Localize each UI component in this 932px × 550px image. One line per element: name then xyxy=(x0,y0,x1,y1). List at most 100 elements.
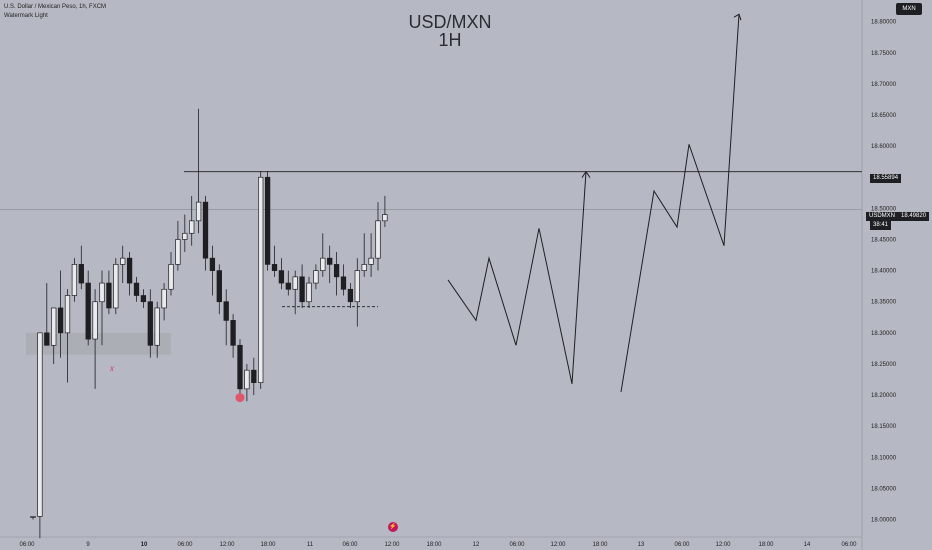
candle-bearish xyxy=(147,301,153,346)
x-tick-label: 12:00 xyxy=(715,542,731,548)
last-price-tag: 18.49820 xyxy=(898,212,930,221)
candle-bullish xyxy=(195,201,202,222)
x-tick-label: 14 xyxy=(804,542,811,548)
y-tick-label: 18.40000 xyxy=(871,269,897,275)
chart-subtitle: 1H xyxy=(438,30,462,50)
candle-bearish xyxy=(340,276,347,290)
candle-bearish xyxy=(106,282,112,309)
candle-bullish xyxy=(258,176,264,383)
candle-bullish xyxy=(168,264,174,290)
x-tick-label: 13 xyxy=(638,542,645,548)
y-tick-label: 18.10000 xyxy=(871,455,897,461)
candle-bearish xyxy=(78,264,84,284)
candle-bearish xyxy=(347,288,354,303)
candle-bullish xyxy=(37,332,43,517)
x-tick-label: 11 xyxy=(307,542,314,548)
y-tick-label: 18.70000 xyxy=(871,82,897,88)
watermark-label: Watermark Light xyxy=(4,13,48,19)
x-tick-label: 06:00 xyxy=(674,542,690,548)
y-tick-label: 18.75000 xyxy=(871,51,897,57)
y-tick-label: 18.15000 xyxy=(871,424,897,430)
y-tick-label: 18.60000 xyxy=(871,144,897,150)
x-tick-label: 12:00 xyxy=(219,542,235,548)
candle-bearish xyxy=(57,307,64,334)
candle-bullish xyxy=(64,295,71,334)
candle-bearish xyxy=(126,257,133,284)
y-tick-label: 18.30000 xyxy=(871,331,897,337)
candle-bearish xyxy=(133,282,140,296)
candle-bullish xyxy=(382,214,388,222)
symbol-price-tag: USDMXN xyxy=(866,212,899,221)
bolt-icon[interactable]: ⚡ xyxy=(388,522,398,532)
candle-bullish xyxy=(51,307,57,346)
candle-bullish xyxy=(320,257,326,271)
candle-bullish xyxy=(368,257,374,265)
x-marker: x xyxy=(109,364,115,373)
y-tick-label: 18.50000 xyxy=(871,206,897,212)
x-tick-label: 06:00 xyxy=(19,542,35,548)
x-tick-label: 18:00 xyxy=(758,542,774,548)
x-tick-label: 06:00 xyxy=(177,542,193,548)
y-tick-label: 18.20000 xyxy=(871,393,897,399)
candle-bearish xyxy=(44,332,50,346)
candle-bullish xyxy=(182,232,188,240)
x-tick-label: 06:00 xyxy=(509,542,525,548)
projection-path-2 xyxy=(620,14,740,393)
candle-bearish xyxy=(140,295,147,303)
candle-bullish xyxy=(175,239,181,265)
candle-bullish xyxy=(99,282,105,303)
y-tick-label: 18.35000 xyxy=(871,300,897,306)
candle-bullish xyxy=(313,270,319,284)
candle-bullish xyxy=(113,264,119,309)
y-tick-label: 18.25000 xyxy=(871,362,897,368)
candle-bearish xyxy=(299,276,305,303)
candle-bearish xyxy=(285,282,291,290)
y-tick-label: 18.00000 xyxy=(871,518,897,524)
candle-bearish xyxy=(85,282,91,340)
chart-title: USD/MXN xyxy=(408,12,492,32)
y-tick-label: 18.65000 xyxy=(871,113,897,119)
candle-bearish xyxy=(278,270,285,284)
x-tick-label: 18:00 xyxy=(260,542,276,548)
symbol-header: U.S. Dollar / Mexican Peso, 1h, FXCM xyxy=(4,4,107,10)
candle-bullish xyxy=(244,369,250,390)
candle-bullish xyxy=(71,264,78,296)
y-tick-label: 18.05000 xyxy=(871,486,897,492)
candle-bearish xyxy=(209,257,216,271)
candle-bearish xyxy=(223,301,229,321)
candle-bullish xyxy=(361,264,367,271)
candle-bullish xyxy=(154,307,160,346)
candle-bearish xyxy=(237,344,243,390)
low-marker-dot xyxy=(235,393,245,403)
candle-bullish xyxy=(92,301,98,340)
x-tick-label: 12:00 xyxy=(384,542,400,548)
candle-bullish xyxy=(189,220,195,234)
candle-bearish xyxy=(251,369,257,383)
demand-zone xyxy=(26,332,171,355)
x-tick-label: 06:00 xyxy=(841,542,857,548)
projection-arrow-1 xyxy=(581,170,591,178)
y-tick-label: 18.80000 xyxy=(871,20,897,26)
candle-bearish xyxy=(264,176,271,265)
currency-badge[interactable]: MXN xyxy=(896,3,922,15)
projection-arrow-2 xyxy=(733,13,742,21)
y-tick-label: 18.45000 xyxy=(871,237,897,243)
candle-bullish xyxy=(306,282,312,303)
candle-bearish xyxy=(327,257,333,265)
x-tick-label: 9 xyxy=(86,542,90,548)
x-tick-label: 10 xyxy=(141,542,148,548)
countdown-tag: 38:41 xyxy=(870,221,892,230)
level-price-tag: 18.55894 xyxy=(870,174,902,183)
x-tick-label: 12 xyxy=(473,542,480,548)
x-tick-label: 18:00 xyxy=(426,542,442,548)
candle-bearish xyxy=(333,264,340,278)
candle-bearish xyxy=(202,201,209,259)
candle-bullish xyxy=(375,220,381,259)
candle-bullish xyxy=(161,288,167,309)
candle-bullish xyxy=(30,516,36,518)
candle-bullish xyxy=(120,257,126,265)
candle-bullish xyxy=(354,270,360,303)
x-tick-label: 18:00 xyxy=(592,542,608,548)
x-tick-label: 06:00 xyxy=(342,542,358,548)
